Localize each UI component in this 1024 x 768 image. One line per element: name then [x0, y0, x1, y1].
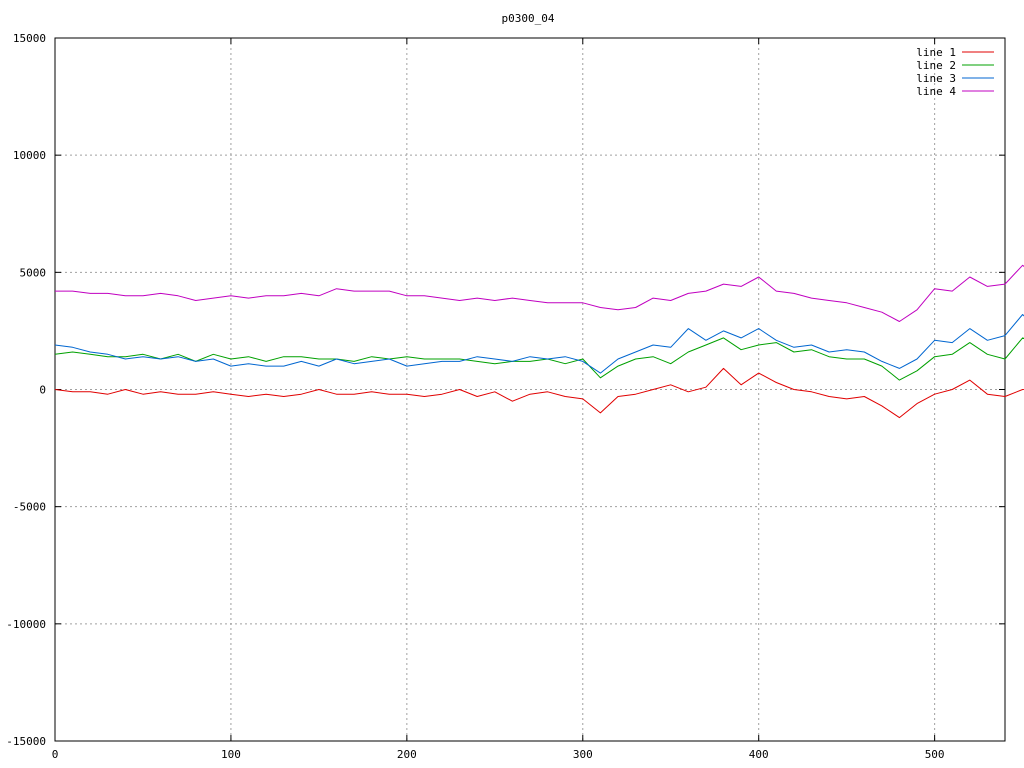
- legend-label: line 1: [916, 46, 956, 59]
- x-tick-label: 100: [221, 748, 241, 761]
- x-tick-label: 400: [749, 748, 769, 761]
- y-tick-label: 5000: [20, 266, 47, 279]
- y-tick-label: -5000: [13, 501, 46, 514]
- legend-label: line 2: [916, 59, 956, 72]
- grid: [55, 38, 1005, 741]
- y-tick-label: 15000: [13, 32, 46, 45]
- chart-title: p0300_04: [502, 12, 555, 25]
- series-line-4: [55, 264, 1024, 322]
- y-tick-label: -10000: [6, 618, 46, 631]
- legend-label: line 4: [916, 85, 956, 98]
- x-tick-label: 500: [925, 748, 945, 761]
- y-tick-label: 10000: [13, 149, 46, 162]
- y-tick-label: 0: [39, 384, 46, 397]
- legend-label: line 3: [916, 72, 956, 85]
- x-tick-label: 300: [573, 748, 593, 761]
- series-group: [54, 264, 1024, 419]
- series-line-1: [54, 367, 1024, 419]
- axes: 0 100 200 300 400 500 -15000 -10000 -5000 0 5000 10…: [6, 32, 1006, 761]
- x-tick-label: 0: [52, 748, 59, 761]
- series-line-2: [54, 337, 1024, 381]
- series-line-3: [54, 314, 1024, 374]
- x-tick-label: 200: [397, 748, 417, 761]
- y-tick-label: -15000: [6, 735, 46, 748]
